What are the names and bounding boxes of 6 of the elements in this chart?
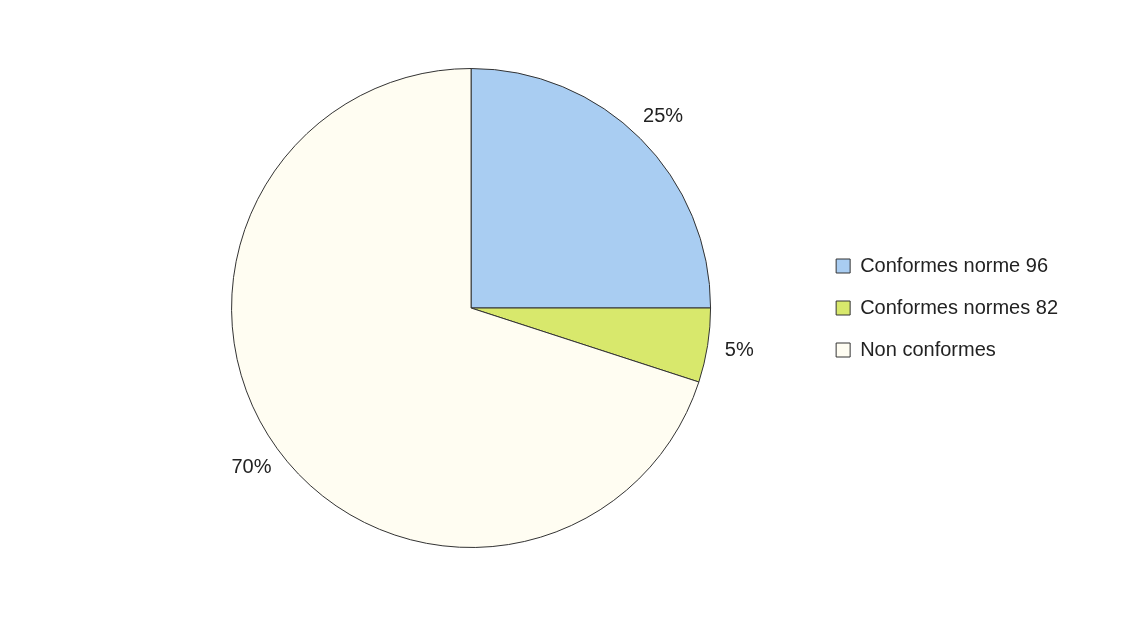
legend-label: Conformes norme 96 [860,253,1049,276]
legend-label: Conformes normes 82 [860,295,1059,318]
legend-label: Non conformes [860,337,996,360]
data-label: 70% [231,455,272,478]
data-label: 25% [643,103,684,126]
data-label: 5% [724,337,754,360]
